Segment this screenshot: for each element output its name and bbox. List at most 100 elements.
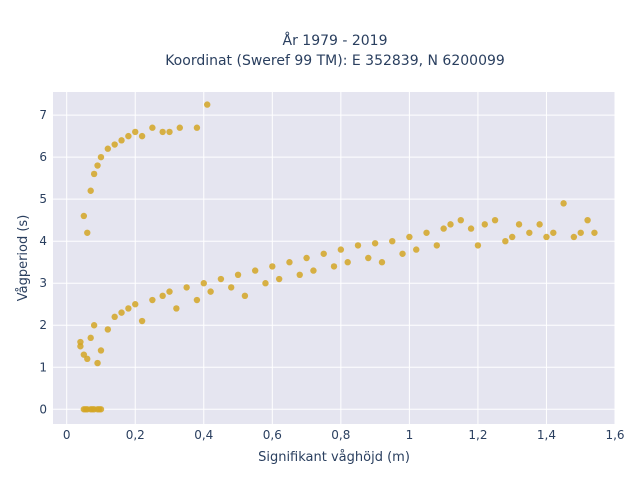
data-point [89,406,96,413]
x-axis-title: Signifikant våghöjd (m) [258,450,410,465]
data-point [320,250,327,257]
y-axis-title: Vågperiod (s) [16,215,31,302]
y-tick-label: 3 [39,276,47,290]
data-point [159,128,166,136]
data-point [84,229,91,236]
x-axis-ticks: 0 0,2 0,4 0,6 0,8 1 1,2 1,4 1,6 [63,428,625,442]
data-point [251,267,259,274]
data-point [149,296,156,304]
data-point [84,355,91,363]
y-tick-label: 2 [39,318,47,332]
data-point [97,153,105,161]
data-point [526,229,533,236]
data-point [97,347,105,354]
chart-subtitle: Koordinat (Sweref 99 TM): E 352839, N 62… [165,53,505,69]
y-tick-label: 0 [39,402,47,416]
data-point [200,280,207,287]
data-point [447,221,454,228]
data-point [90,322,98,329]
data-point [543,233,550,241]
x-tick-label: 1,6 [605,428,624,442]
data-point [104,145,112,152]
data-point [577,229,584,236]
y-tick-label: 1 [39,360,47,374]
y-axis-ticks: 0 1 2 3 4 5 6 7 [39,108,47,416]
data-points [77,101,598,413]
y-tick-label: 7 [39,108,47,122]
data-point [591,229,598,236]
data-point [344,259,351,266]
plot-area [53,92,615,424]
data-point [399,250,406,257]
data-point [481,221,488,228]
x-tick-label: 1 [406,428,414,442]
data-point [365,254,372,262]
data-point [550,229,557,236]
data-point [440,225,447,232]
data-point [275,275,283,283]
data-point [80,212,88,220]
data-point [90,170,98,178]
data-point [413,246,420,253]
data-point [104,326,112,333]
data-point [310,267,317,274]
data-point [433,242,441,249]
data-point [183,284,190,291]
data-point [378,259,386,266]
data-point [138,132,146,140]
data-point [474,242,482,249]
data-point [423,229,430,236]
data-point [176,124,183,131]
data-point [82,406,89,413]
x-tick-label: 0,6 [263,428,282,442]
data-point [193,124,201,131]
data-point [337,246,345,253]
x-tick-label: 0,2 [126,428,145,442]
x-tick-label: 1,4 [537,428,556,442]
y-tick-label: 5 [39,192,47,206]
data-point [227,284,235,291]
data-point [173,305,180,312]
data-point [502,237,509,245]
data-point [87,334,94,342]
data-point [118,309,125,316]
data-point [118,137,125,144]
x-tick-label: 0,4 [194,428,213,442]
y-tick-label: 4 [39,234,47,248]
data-point [111,141,118,148]
data-point [94,359,101,367]
data-point [354,242,362,249]
data-point [132,301,139,308]
data-point [303,254,310,262]
x-tick-label: 1,2 [468,428,487,442]
data-point [286,259,293,266]
data-point [241,292,249,300]
data-point [166,128,173,136]
data-point [149,124,156,131]
data-point [457,216,464,224]
data-point [491,216,499,224]
data-point [262,280,269,287]
data-point [204,101,211,108]
y-tick-label: 6 [39,150,47,164]
data-point [159,292,166,300]
data-point [234,271,242,279]
data-point [87,187,94,194]
data-point [125,305,132,312]
data-point [570,233,578,241]
data-point [77,343,84,350]
data-point [166,288,173,295]
grid-lines [53,92,616,424]
data-point [138,317,146,325]
data-point [207,288,214,295]
data-point [371,240,379,247]
data-point [515,221,523,228]
chart-title: År 1979 - 2019 [283,32,388,49]
data-point [536,221,543,228]
data-point [193,296,201,304]
data-point [584,216,591,224]
data-point [111,313,118,321]
data-point [269,263,276,270]
data-point [94,162,101,169]
